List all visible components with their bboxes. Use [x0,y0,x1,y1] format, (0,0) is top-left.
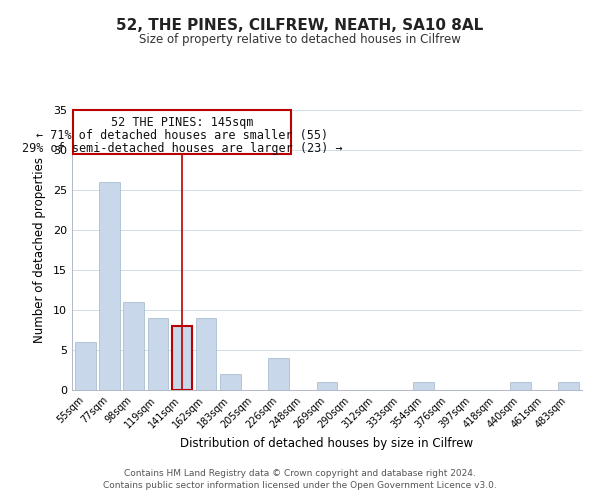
Text: 52 THE PINES: 145sqm: 52 THE PINES: 145sqm [111,116,253,128]
Bar [75,342,95,390]
Bar [413,382,434,390]
Text: 29% of semi-detached houses are larger (23) →: 29% of semi-detached houses are larger (… [22,142,342,155]
X-axis label: Distribution of detached houses by size in Cilfrew: Distribution of detached houses by size … [181,436,473,450]
FancyBboxPatch shape [73,110,291,154]
Text: Contains public sector information licensed under the Open Government Licence v3: Contains public sector information licen… [103,481,497,490]
Bar [148,318,168,390]
Text: Contains HM Land Registry data © Crown copyright and database right 2024.: Contains HM Land Registry data © Crown c… [124,468,476,477]
Bar [172,326,192,390]
Bar [268,358,289,390]
Text: 52, THE PINES, CILFREW, NEATH, SA10 8AL: 52, THE PINES, CILFREW, NEATH, SA10 8AL [116,18,484,32]
Bar [510,382,530,390]
Text: ← 71% of detached houses are smaller (55): ← 71% of detached houses are smaller (55… [36,129,328,142]
Text: Size of property relative to detached houses in Cilfrew: Size of property relative to detached ho… [139,32,461,46]
Bar [220,374,241,390]
Bar [317,382,337,390]
Bar [124,302,144,390]
Bar [196,318,217,390]
Bar [99,182,120,390]
Y-axis label: Number of detached properties: Number of detached properties [33,157,46,343]
Bar [559,382,579,390]
